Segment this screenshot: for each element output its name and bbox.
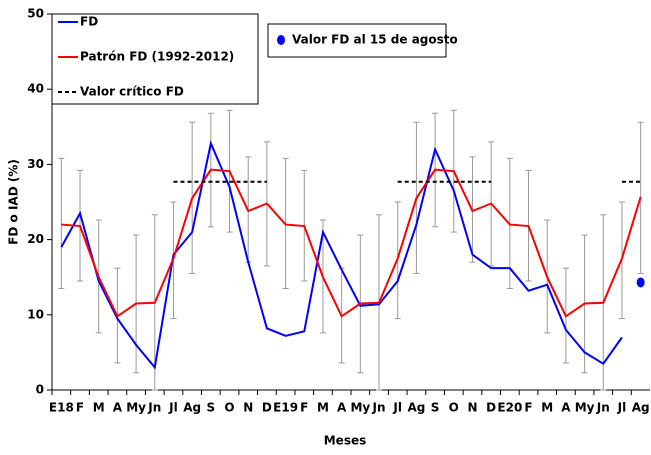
x-tick-label: My [126,401,146,415]
x-tick-label: A [337,401,347,415]
x-tick-label: F [76,401,84,415]
series-line [60,140,623,370]
legend-label: Valor crítico FD [80,85,184,99]
marker [636,277,645,288]
x-tick-label: F [300,401,308,415]
legend-label: FD [80,15,98,29]
y-axis-label: FD o IAD (%) [7,159,21,245]
y-tick-label: 0 [36,383,44,397]
x-tick-label: Jn [596,401,610,415]
x-tick-label: S [431,401,440,415]
x-tick-label: Ag [183,401,201,415]
x-axis-label: Meses [324,434,367,448]
x-tick-label: Jl [392,401,402,415]
legend-label: Valor FD al 15 de agosto [292,33,458,47]
x-tick-label: Jl [617,401,627,415]
x-tick-label: A [113,401,123,415]
x-tick-label: O [449,401,459,415]
x-tick-label: N [243,401,253,415]
x-tick-label: M [541,401,553,415]
x-tick-label: E20 [497,401,522,415]
x-tick-label: O [224,401,234,415]
x-tick-label: D [262,401,272,415]
x-tick-label: Ag [407,401,425,415]
x-tick-label: Jl [168,401,178,415]
y-tick-label: 40 [27,82,44,96]
x-tick-label: E19 [273,401,298,415]
x-tick-label: Jn [147,401,161,415]
x-tick-label: Jn [372,401,386,415]
x-tick-label: My [350,401,370,415]
y-tick-label: 10 [27,307,44,321]
legend-box [267,23,447,58]
x-tick-label: M [317,401,329,415]
x-tick-label: D [486,401,496,415]
series-line [61,168,642,318]
x-tick-label: M [93,401,105,415]
y-tick-label: 50 [27,7,44,21]
x-tick-label: E18 [49,401,74,415]
x-tick-label: F [524,401,532,415]
legend-swatch [277,35,285,45]
y-tick-label: 20 [27,232,44,246]
legend-label: Patrón FD (1992-2012) [80,50,234,64]
x-tick-label: N [467,401,477,415]
legend-box [51,13,259,105]
error-bar [58,157,65,289]
x-tick-label: S [207,401,216,415]
y-tick-label: 30 [27,157,44,171]
x-tick-label: A [561,401,571,415]
x-tick-label: My [575,401,595,415]
x-tick-label: Ag [632,401,650,415]
